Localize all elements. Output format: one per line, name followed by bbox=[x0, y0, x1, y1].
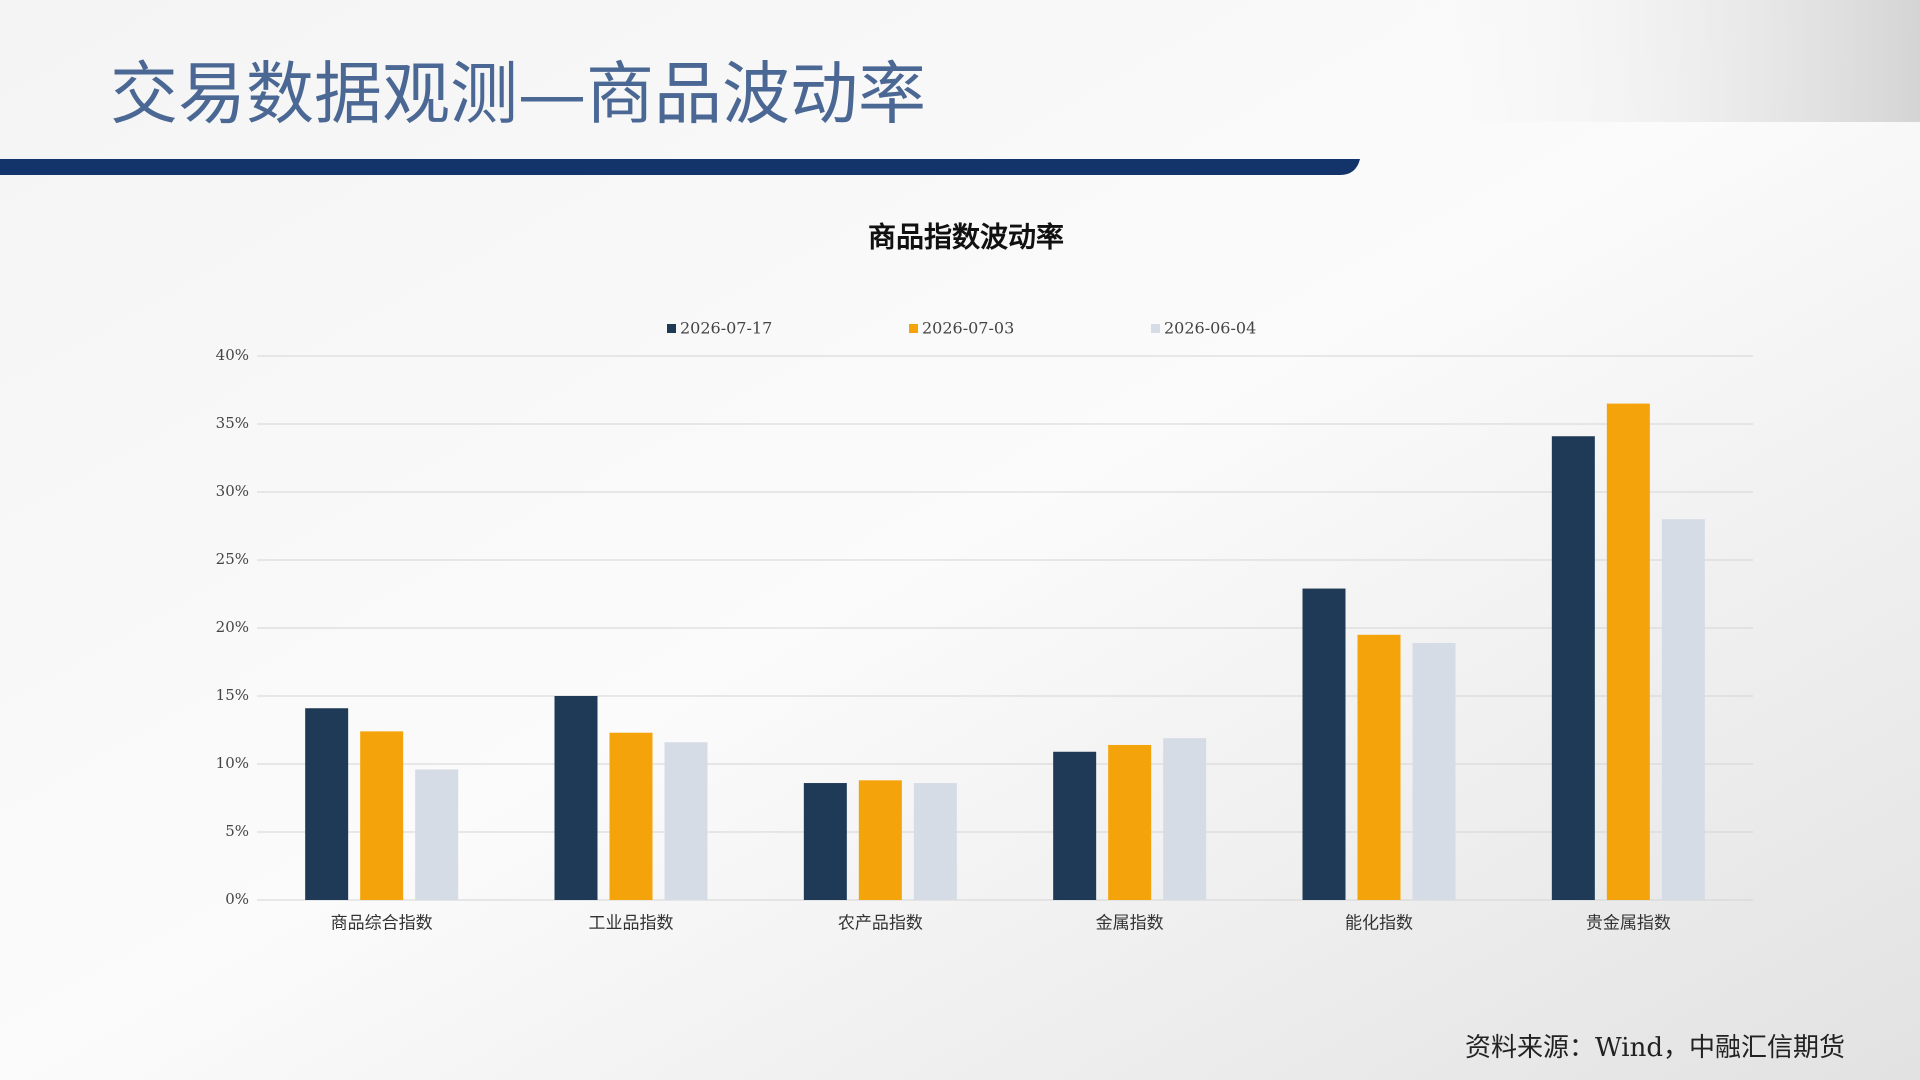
bar bbox=[554, 696, 598, 900]
legend-swatch bbox=[667, 324, 676, 333]
slide-title: 交易数据观测—商品波动率 bbox=[110, 56, 926, 135]
chart: 0% 5% 10% 15% 20% 25% 30% 35% 40% 2026-07-17 2026-… bbox=[216, 319, 1753, 934]
y-tick-label: 0% bbox=[225, 890, 249, 908]
bar bbox=[1412, 642, 1456, 900]
bar bbox=[1357, 634, 1401, 900]
bar bbox=[1661, 519, 1705, 900]
y-tick-label: 20% bbox=[216, 618, 249, 636]
bar bbox=[1551, 436, 1595, 900]
x-tick-label: 工业品指数 bbox=[589, 914, 674, 934]
y-tick-label: 30% bbox=[216, 482, 249, 500]
source-note: 资料来源：Wind，中融汇信期货 bbox=[1465, 1033, 1845, 1063]
y-tick-label: 10% bbox=[216, 754, 249, 772]
header-shade bbox=[1360, 0, 1920, 122]
bar bbox=[858, 780, 902, 900]
y-tick-label: 40% bbox=[216, 346, 249, 364]
bar bbox=[415, 769, 459, 900]
bar bbox=[664, 742, 708, 900]
chart-title: 商品指数波动率 bbox=[868, 221, 1064, 254]
x-tick-label: 能化指数 bbox=[1345, 914, 1413, 934]
y-tick-label: 5% bbox=[225, 822, 249, 840]
legend-label: 2026-07-17 bbox=[680, 319, 772, 338]
x-tick-label: 贵金属指数 bbox=[1586, 914, 1671, 934]
bar bbox=[1053, 751, 1097, 900]
bar bbox=[1606, 403, 1650, 900]
bar bbox=[1302, 588, 1346, 900]
bar bbox=[1163, 738, 1207, 900]
y-tick-label: 25% bbox=[216, 550, 249, 568]
y-tick-label: 35% bbox=[216, 414, 249, 432]
bar bbox=[360, 731, 404, 900]
x-tick-label: 金属指数 bbox=[1096, 914, 1164, 934]
bar bbox=[1108, 744, 1152, 900]
x-tick-label: 农产品指数 bbox=[838, 914, 923, 934]
legend-label: 2026-06-04 bbox=[1164, 319, 1256, 338]
y-tick-label: 15% bbox=[216, 686, 249, 704]
bar bbox=[609, 732, 653, 900]
header-bar bbox=[0, 159, 1360, 175]
legend-swatch bbox=[1151, 324, 1160, 333]
bar bbox=[305, 708, 349, 900]
legend-swatch bbox=[909, 324, 918, 333]
legend-label: 2026-07-03 bbox=[922, 319, 1014, 338]
x-tick-label: 商品综合指数 bbox=[331, 914, 433, 934]
bar bbox=[803, 783, 847, 900]
bar bbox=[913, 783, 957, 900]
